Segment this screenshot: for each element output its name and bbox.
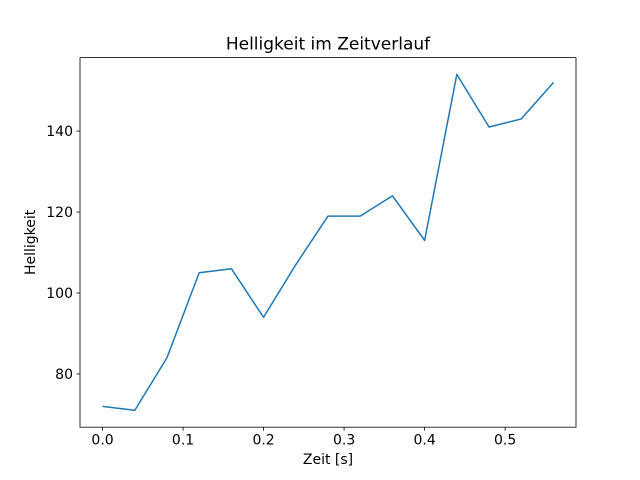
x-tick-label: 0.4 (413, 433, 435, 449)
y-tick-label: 80 (55, 367, 73, 383)
x-tick-label: 0.1 (172, 433, 194, 449)
y-axis-label: Helligkeit (23, 209, 39, 275)
data-line (102, 73, 555, 412)
chart-title: Helligkeit im Zeitverlauf (226, 35, 431, 55)
plot-area-frame (79, 57, 577, 428)
x-axis-label: Zeit [s] (303, 452, 353, 468)
plot-layer: 0.0 0.1 0.2 0.3 0.4 0.5 80 100 120 140 (46, 57, 577, 449)
x-tick-label: 0.5 (494, 433, 516, 449)
y-tick-label: 120 (46, 205, 73, 221)
x-tick-label: 0.0 (91, 433, 113, 449)
y-tick-label: 100 (46, 286, 73, 302)
x-tick-label: 0.2 (252, 433, 274, 449)
x-tick-label: 0.3 (333, 433, 355, 449)
y-tick-label: 140 (46, 124, 73, 140)
